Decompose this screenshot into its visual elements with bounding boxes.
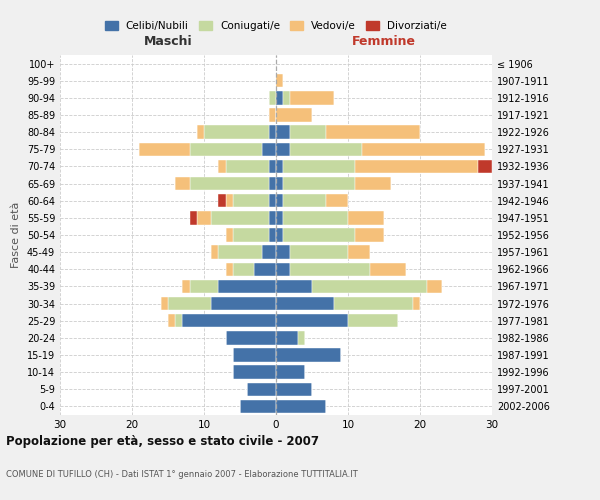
Bar	[197, 126, 204, 139]
Bar	[276, 160, 283, 173]
Legend: Celibi/Nubili, Coniugati/e, Vedovi/e, Divorziati/e: Celibi/Nubili, Coniugati/e, Vedovi/e, Di…	[101, 17, 451, 36]
Bar	[276, 366, 305, 379]
Bar	[175, 177, 190, 190]
Bar	[290, 246, 348, 259]
Bar	[182, 280, 190, 293]
Bar	[276, 108, 312, 122]
Bar	[283, 211, 348, 224]
Bar	[276, 211, 283, 224]
Bar	[233, 348, 276, 362]
Bar	[334, 297, 413, 310]
Bar	[290, 142, 362, 156]
Bar	[139, 142, 190, 156]
Bar	[276, 74, 283, 88]
Bar	[326, 194, 348, 207]
Bar	[218, 194, 226, 207]
Bar	[262, 142, 276, 156]
Y-axis label: Fasce di età: Fasce di età	[11, 202, 21, 268]
Bar	[161, 297, 168, 310]
Bar	[204, 126, 269, 139]
Bar	[290, 91, 334, 104]
Bar	[283, 194, 326, 207]
Bar	[348, 246, 370, 259]
Bar	[290, 126, 326, 139]
Bar	[233, 194, 269, 207]
Bar	[276, 228, 283, 241]
Bar	[218, 280, 276, 293]
Bar	[226, 262, 233, 276]
Bar	[276, 400, 326, 413]
Bar	[355, 228, 384, 241]
Bar	[190, 280, 218, 293]
Bar	[182, 314, 276, 328]
Bar	[355, 177, 391, 190]
Bar	[218, 160, 226, 173]
Bar	[276, 297, 334, 310]
Bar	[226, 160, 269, 173]
Bar	[269, 194, 276, 207]
Bar	[312, 280, 427, 293]
Bar	[269, 126, 276, 139]
Text: COMUNE DI TUFILLO (CH) - Dati ISTAT 1° gennaio 2007 - Elaborazione TUTTITALIA.IT: COMUNE DI TUFILLO (CH) - Dati ISTAT 1° g…	[6, 470, 358, 479]
Bar	[276, 348, 341, 362]
Bar	[283, 228, 355, 241]
Bar	[233, 228, 269, 241]
Bar	[226, 228, 233, 241]
Bar	[190, 177, 269, 190]
Bar	[190, 211, 197, 224]
Text: Maschi: Maschi	[143, 35, 193, 48]
Bar	[168, 314, 175, 328]
Bar	[226, 331, 276, 344]
Bar	[269, 211, 276, 224]
Bar	[413, 297, 420, 310]
Bar	[370, 262, 406, 276]
Bar	[190, 142, 262, 156]
Bar	[197, 211, 211, 224]
Bar	[269, 91, 276, 104]
Bar	[254, 262, 276, 276]
Text: Popolazione per età, sesso e stato civile - 2007: Popolazione per età, sesso e stato civil…	[6, 435, 319, 448]
Bar	[233, 262, 254, 276]
Bar	[427, 280, 442, 293]
Bar	[276, 177, 283, 190]
Bar	[240, 400, 276, 413]
Bar	[276, 194, 283, 207]
Bar	[276, 382, 312, 396]
Bar	[269, 108, 276, 122]
Bar	[276, 280, 312, 293]
Bar	[269, 177, 276, 190]
Bar	[247, 382, 276, 396]
Bar	[233, 366, 276, 379]
Bar	[226, 194, 233, 207]
Bar	[276, 314, 348, 328]
Bar	[298, 331, 305, 344]
Bar	[283, 177, 355, 190]
Bar	[276, 142, 290, 156]
Bar	[262, 246, 276, 259]
Bar	[276, 331, 298, 344]
Bar	[290, 262, 370, 276]
Bar	[269, 160, 276, 173]
Bar	[276, 126, 290, 139]
Bar	[211, 297, 276, 310]
Bar	[211, 246, 218, 259]
Bar	[355, 160, 478, 173]
Bar	[276, 246, 290, 259]
Bar	[276, 91, 283, 104]
Text: Femmine: Femmine	[352, 35, 416, 48]
Bar	[283, 91, 290, 104]
Bar	[168, 297, 211, 310]
Bar	[348, 211, 384, 224]
Bar	[362, 142, 485, 156]
Bar	[218, 246, 262, 259]
Bar	[348, 314, 398, 328]
Bar	[478, 160, 492, 173]
Bar	[269, 228, 276, 241]
Bar	[276, 262, 290, 276]
Bar	[283, 160, 355, 173]
Bar	[211, 211, 269, 224]
Bar	[175, 314, 182, 328]
Bar	[326, 126, 420, 139]
